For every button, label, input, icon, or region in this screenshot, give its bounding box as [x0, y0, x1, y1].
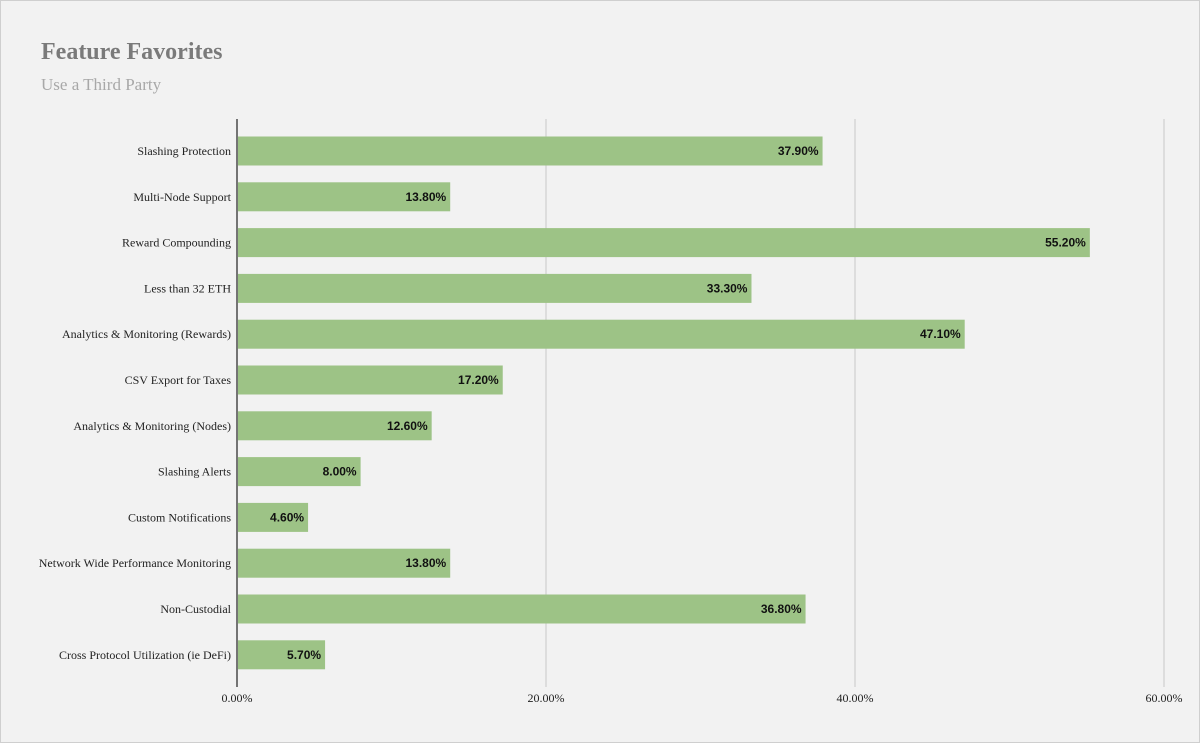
bar: [238, 548, 451, 578]
category-label: Slashing Protection: [137, 144, 231, 158]
chart-title: Feature Favorites: [41, 39, 223, 65]
data-label: 36.80%: [761, 602, 802, 616]
bar: [238, 640, 326, 670]
data-label: 13.80%: [406, 190, 447, 204]
bar: [238, 502, 309, 532]
bar: [238, 411, 432, 441]
category-label: Network Wide Performance Monitoring: [39, 556, 231, 570]
x-tick-label: 40.00%: [837, 691, 874, 705]
data-label: 4.60%: [270, 510, 304, 524]
label-layer: 0.00% 20.00% 40.00% 60.00% Slashing Protecti…: [39, 119, 1183, 705]
bar: [238, 365, 503, 395]
category-label: Less than 32 ETH: [144, 281, 231, 295]
bar-layer: [238, 136, 1090, 670]
grid-layer: [545, 119, 1165, 687]
data-label: 17.20%: [458, 373, 499, 387]
data-label: 47.10%: [920, 327, 961, 341]
bar: [238, 319, 965, 349]
category-label: Reward Compounding: [122, 236, 231, 250]
bar: [238, 273, 752, 303]
category-label: Analytics & Monitoring (Rewards): [62, 327, 231, 341]
bar: [238, 182, 451, 212]
x-tick-label: 60.00%: [1146, 691, 1183, 705]
chart-subtitle: Use a Third Party: [41, 75, 162, 94]
data-label: 8.00%: [323, 465, 357, 479]
category-label: Non-Custodial: [160, 602, 231, 616]
data-label: 55.20%: [1045, 236, 1086, 250]
data-label: 33.30%: [707, 281, 748, 295]
data-label: 5.70%: [287, 648, 321, 662]
category-label: Multi-Node Support: [133, 190, 231, 204]
bar: [238, 228, 1090, 258]
bar: [238, 457, 361, 487]
data-label: 12.60%: [387, 419, 428, 433]
x-tick-label: 20.00%: [528, 691, 565, 705]
bar: [238, 136, 823, 166]
bar: [238, 594, 806, 624]
category-label: CSV Export for Taxes: [125, 373, 232, 387]
category-label: Custom Notifications: [128, 510, 231, 524]
data-label: 37.90%: [778, 144, 819, 158]
data-label: 13.80%: [406, 556, 447, 570]
category-label: Cross Protocol Utilization (ie DeFi): [59, 648, 231, 662]
category-label: Analytics & Monitoring (Nodes): [73, 419, 231, 433]
x-tick-label: 0.00%: [222, 691, 253, 705]
category-label: Slashing Alerts: [158, 465, 231, 479]
